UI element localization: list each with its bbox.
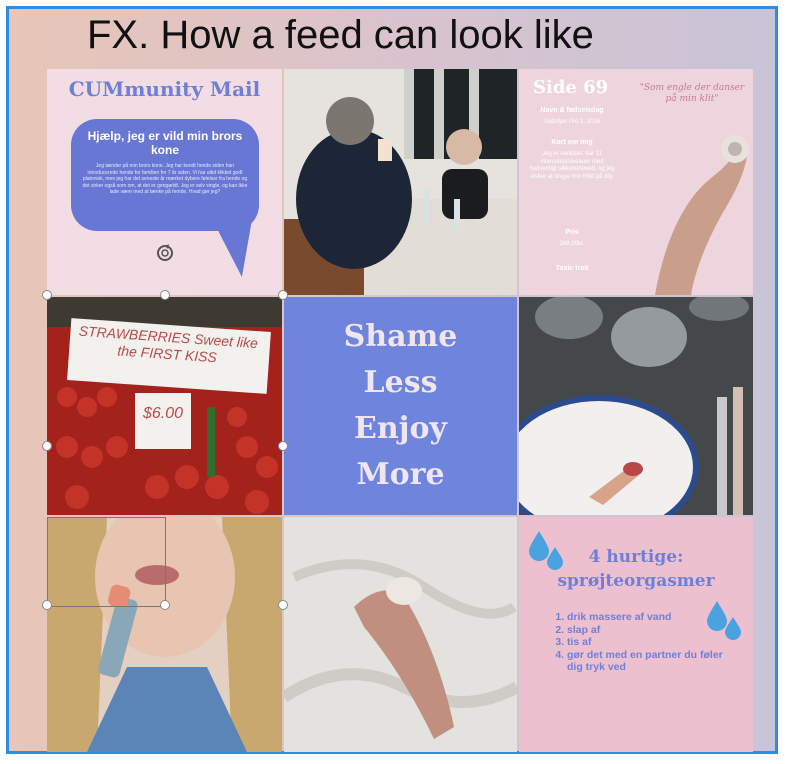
tips-item: slap af	[567, 624, 737, 637]
lipbalm-photo	[47, 517, 282, 752]
price-tag-text: $6.00	[142, 405, 184, 422]
shameless-line-4: More	[356, 457, 445, 492]
tips-item: drik massere af vand	[567, 611, 737, 624]
tips-item: gør det med en partner du føler dig tryk…	[567, 649, 737, 674]
shameless-line-1: Shame	[343, 319, 458, 354]
tips-heading-line1: 4 hurtige:	[588, 547, 684, 567]
resize-handle[interactable]	[278, 441, 288, 451]
selection-box	[47, 517, 166, 607]
side69-price-label: Pris	[565, 229, 579, 236]
resize-handle[interactable]	[42, 600, 52, 610]
tips-list: drik massere af vand slap af tis af gør …	[553, 611, 737, 674]
water-drops-icon	[529, 531, 563, 570]
side69-name-value: Satisfyer Pro 2, 2016	[543, 119, 601, 125]
side69-about-value: Jeg er vandtæt, har 11 intensitetsniveau…	[529, 151, 615, 180]
rotate-handle-icon[interactable]	[153, 241, 177, 265]
speech-bubble: Hjælp, jeg er vild min brors kone Jeg tæ…	[71, 119, 259, 231]
tips-item: tis af	[567, 636, 737, 649]
tile-photo-strawberries[interactable]: STRAWBERRIES Sweet like the FIRST KISS $…	[47, 297, 282, 515]
side69-title: Side 69	[533, 77, 609, 98]
slide: FX. How a feed can look like CUMmunity M…	[6, 6, 778, 754]
mail-title: CUMmunity Mail	[68, 77, 261, 101]
tile-side-69[interactable]: Side 69 "Som engle der danser på min kli…	[519, 69, 753, 295]
mail-body: Jeg tænder på min brors kone. Jeg har ke…	[82, 163, 248, 196]
tile-shame-less[interactable]: Shame Less Enjoy More	[284, 297, 517, 515]
side69-name-label: Navn & fødselsdag	[540, 107, 604, 114]
shameless-line-3: Enjoy	[354, 411, 447, 446]
water-drops-icon	[707, 601, 741, 640]
tile-photo-lipbalm[interactable]	[47, 517, 282, 752]
toy-photo	[284, 517, 517, 752]
slide-title: FX. How a feed can look like	[87, 13, 594, 57]
toy-product-image	[655, 135, 749, 295]
resize-handle[interactable]	[160, 290, 170, 300]
tile-photo-restaurant[interactable]	[284, 69, 517, 295]
strawberry-sign-text: STRAWBERRIES Sweet like the FIRST KISS	[78, 322, 259, 366]
side69-toxic-label: Toxic trait	[555, 265, 589, 272]
tips-heading-line2: sprøjteorgasmer	[557, 571, 715, 591]
tile-cummunity-mail[interactable]: CUMmunity Mail Hjælp, jeg er vild min br…	[47, 69, 282, 295]
restaurant-photo	[284, 69, 517, 295]
resize-handle[interactable]	[42, 441, 52, 451]
plate-photo	[519, 297, 753, 515]
tile-photo-toy[interactable]	[284, 517, 517, 752]
tile-tips[interactable]: 4 hurtige: sprøjteorgasmer drik massere …	[519, 517, 753, 752]
side69-about-label: Kort om mig	[551, 139, 593, 146]
mail-heading: Hjælp, jeg er vild min brors kone	[87, 129, 243, 157]
resize-handle[interactable]	[278, 600, 288, 610]
resize-handle[interactable]	[278, 290, 288, 300]
tile-photo-plate[interactable]	[519, 297, 753, 515]
resize-handle[interactable]	[42, 290, 52, 300]
side69-quote: "Som engle der danser på min klit"	[639, 83, 745, 104]
resize-handle[interactable]	[160, 600, 170, 610]
price-tag: $6.00	[135, 393, 191, 449]
side69-price-value: 268,00kr.	[559, 241, 585, 247]
shameless-line-2: Less	[363, 365, 438, 400]
